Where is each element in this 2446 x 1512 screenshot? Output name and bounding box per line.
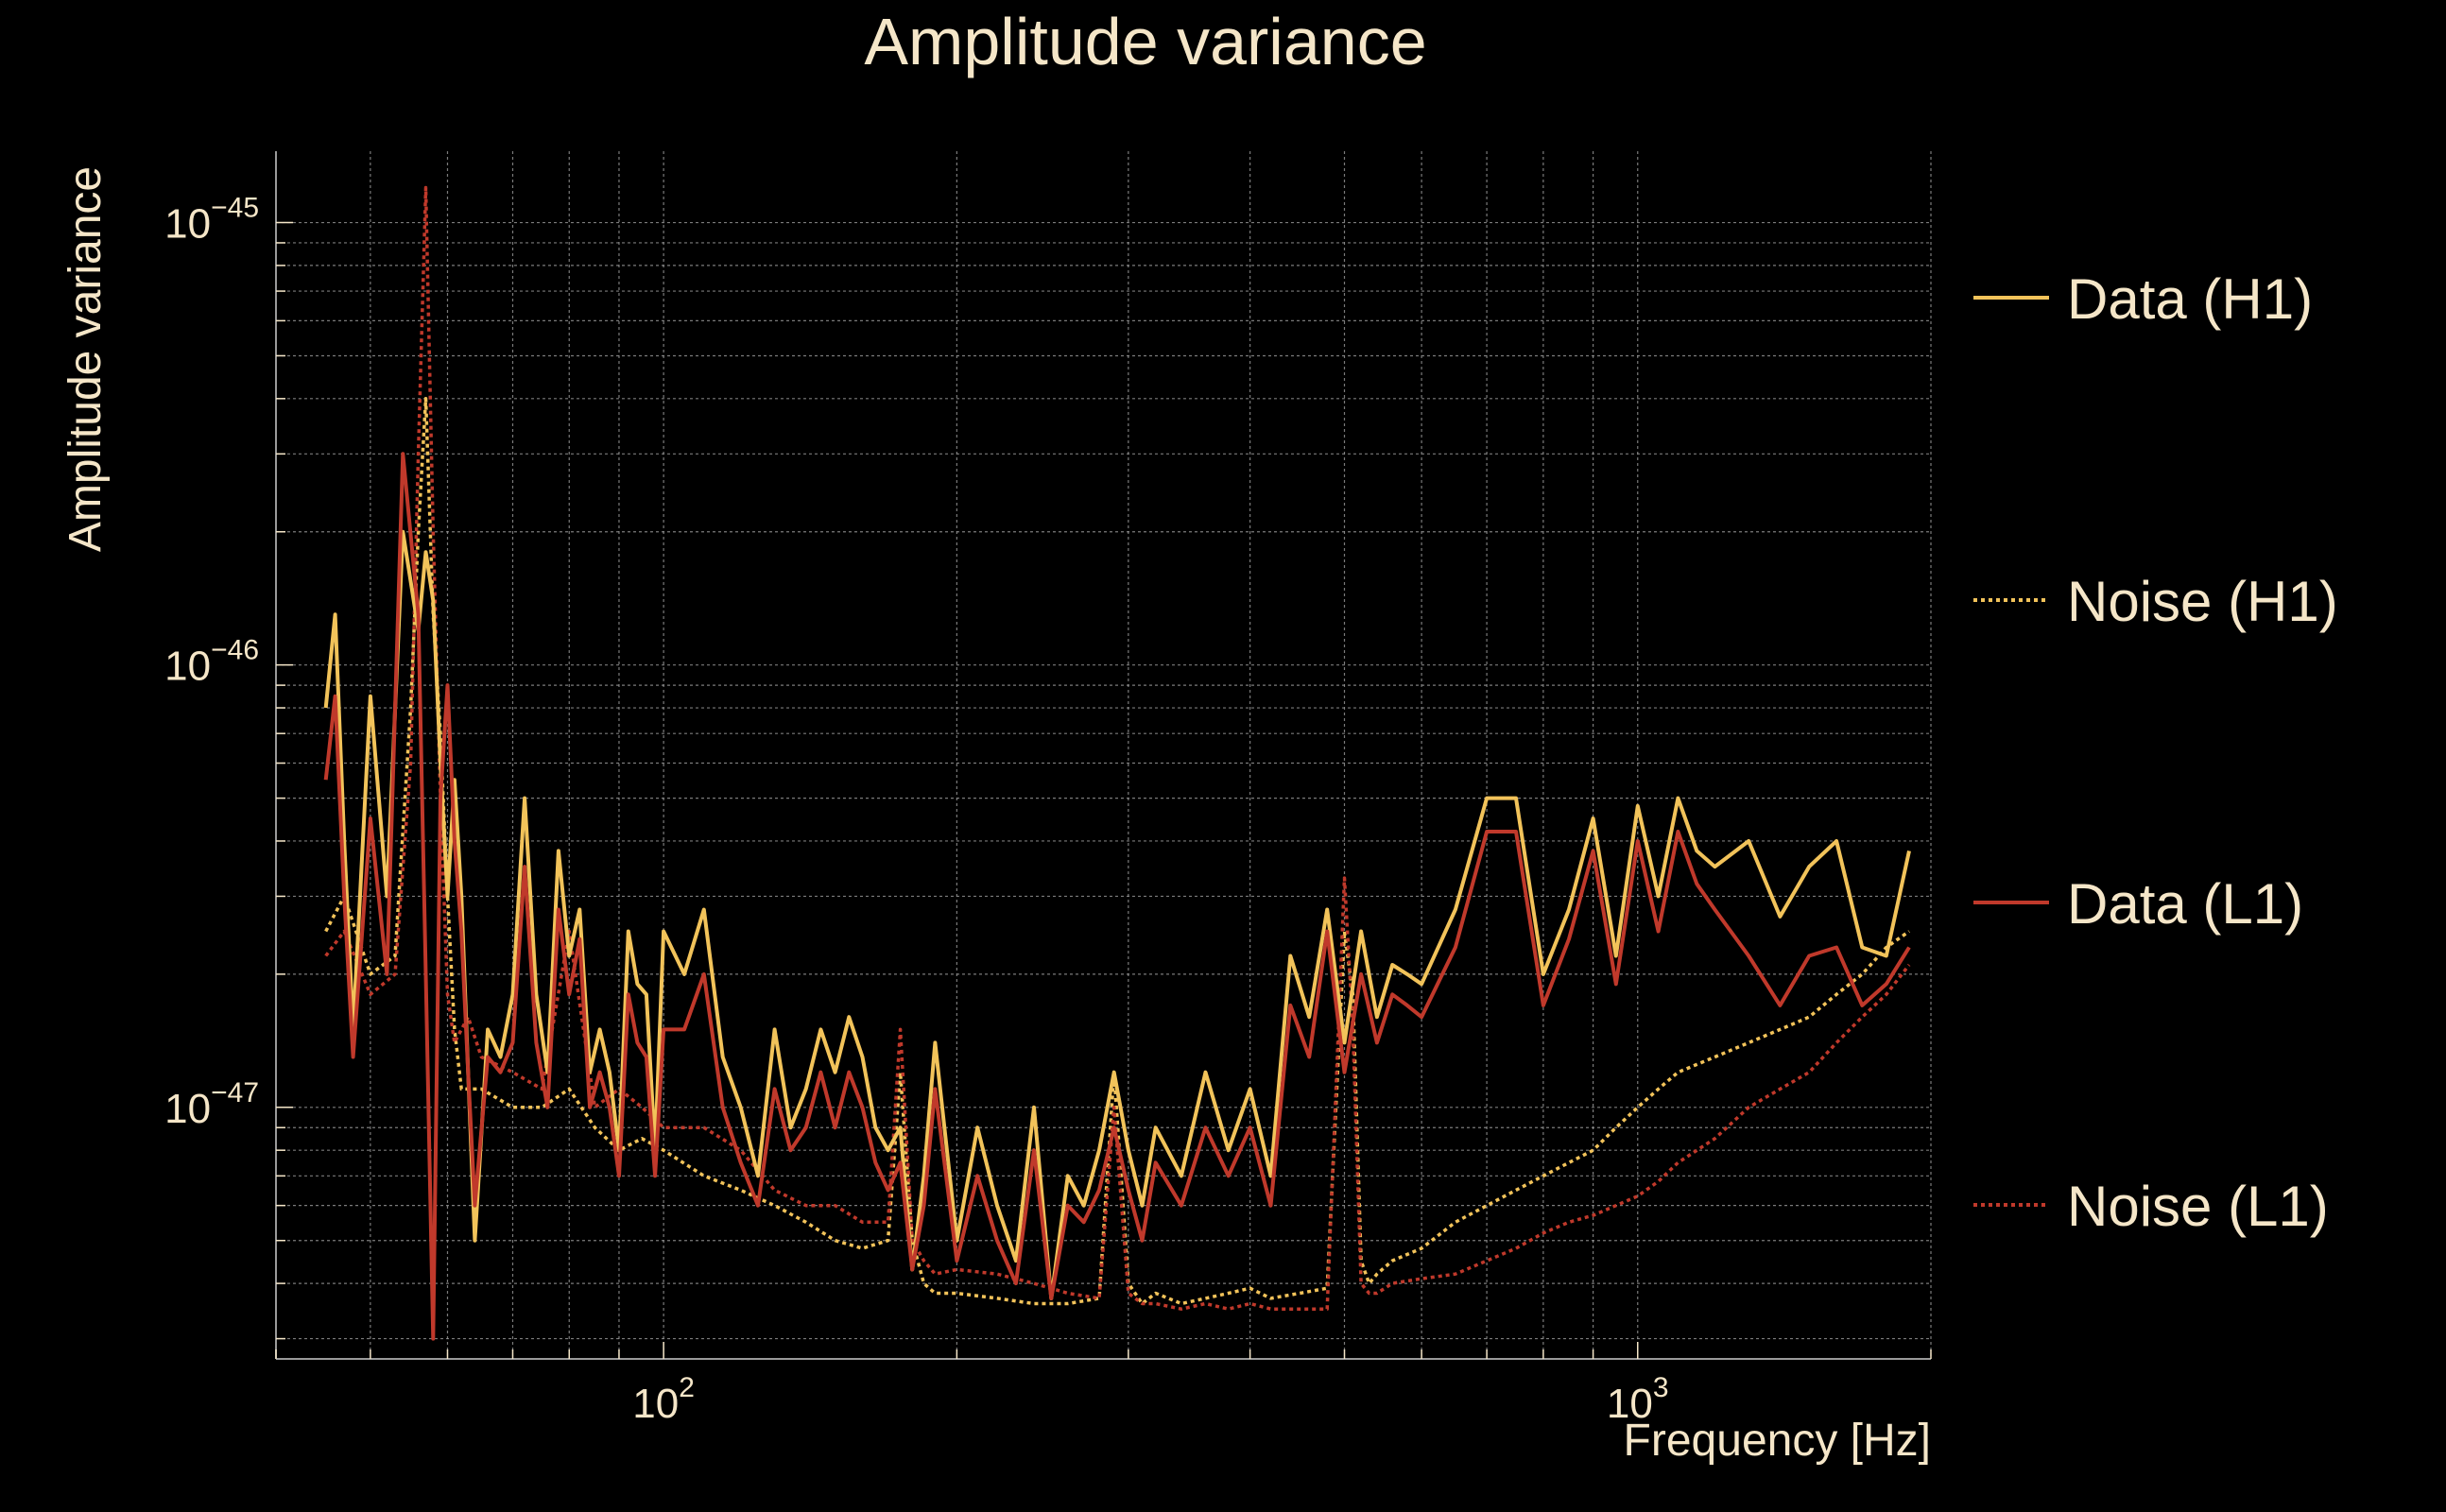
series-line-data-l1 — [323, 452, 1911, 1341]
y-tick-label: 10−46 — [164, 635, 259, 690]
x-axis-label: Frequency [Hz] — [1624, 1416, 1931, 1466]
series-line-noise-l1 — [324, 185, 1911, 1311]
x-tick-label: 102 — [632, 1372, 695, 1427]
legend-label-noise-h1: Noise (H1) — [2067, 570, 2338, 633]
legend-label-noise-l1: Noise (L1) — [2067, 1175, 2329, 1238]
grid — [275, 151, 1932, 1359]
y-tick-label: 10−45 — [164, 193, 259, 248]
legend-label-data-l1: Data (L1) — [2067, 872, 2303, 936]
y-axis-label: Amplitude variance — [60, 166, 111, 552]
y-tick-label: 10−47 — [164, 1077, 259, 1132]
x-tick-label: 103 — [1607, 1372, 1669, 1427]
chart-title: Amplitude variance — [864, 5, 1426, 78]
axes: 10−45 10−46 10−47 102 103 — [164, 151, 1932, 1427]
series-line-data-h1 — [323, 529, 1911, 1300]
series-lines — [323, 185, 1911, 1341]
legend-label-data-h1: Data (H1) — [2067, 267, 2313, 331]
legend: Data (H1) Noise (H1) Data (L1) Noise (L1) — [1973, 267, 2338, 1238]
